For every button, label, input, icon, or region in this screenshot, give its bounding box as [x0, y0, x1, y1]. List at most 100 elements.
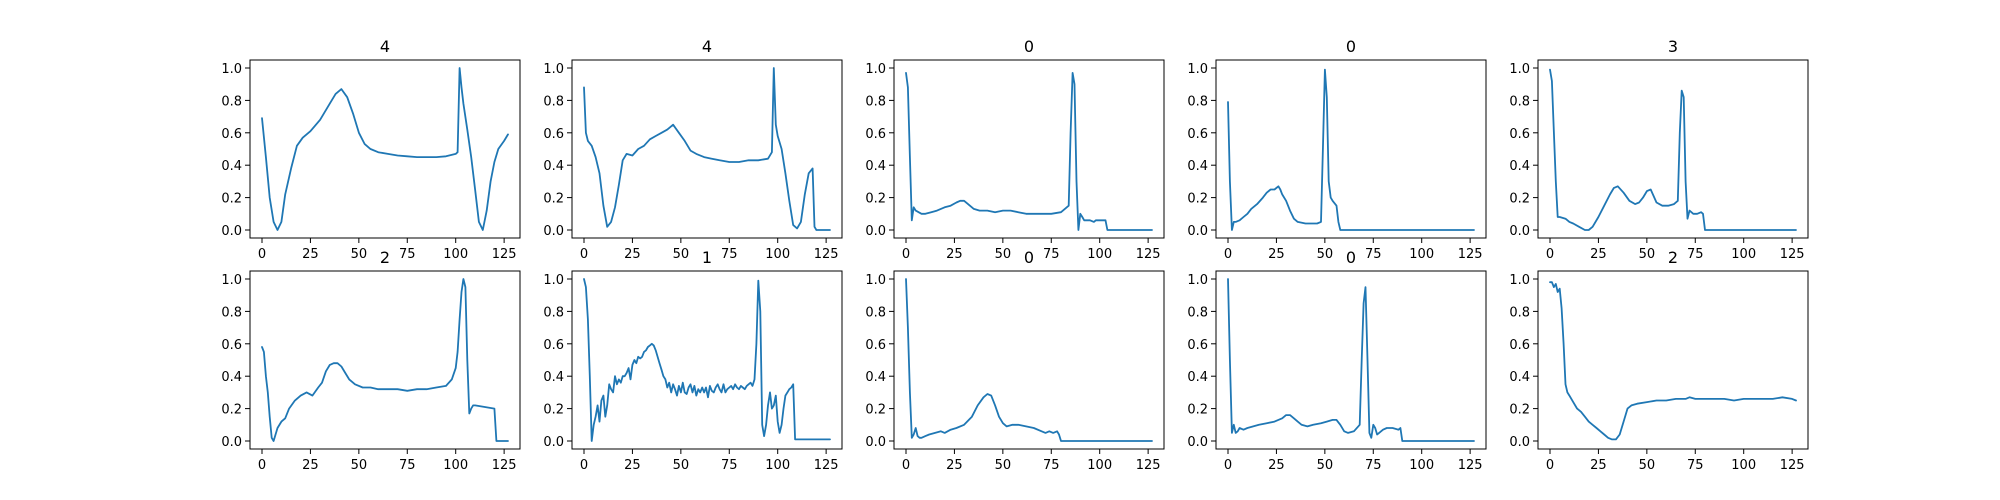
x-tick-label: 100: [443, 247, 468, 262]
y-tick-label: 0.4: [1509, 159, 1530, 174]
x-tick-label: 125: [814, 247, 839, 262]
y-tick-label: 0.0: [221, 435, 242, 450]
x-tick-label: 25: [624, 458, 641, 473]
x-tick-label: 0: [580, 247, 588, 262]
series-line: [583, 67, 831, 231]
subplot-7: 0 0.0 0.2 0.4 0.6 0.8 1.0 0 25 50 75 100 125: [865, 248, 1165, 473]
y-tick-label: 0.0: [1509, 435, 1530, 450]
y-tick-label: 0.4: [865, 159, 886, 174]
y-tick-label: 0.4: [1187, 159, 1208, 174]
y-tick-label: 0.8: [221, 94, 242, 109]
subplot-title: 0: [1024, 248, 1034, 267]
x-tick-label: 75: [1043, 247, 1060, 262]
x-tick-label: 125: [1136, 247, 1161, 262]
y-tick-label: 1.0: [221, 62, 242, 77]
series-line: [1549, 281, 1797, 441]
y-tick-label: 0.8: [543, 94, 564, 109]
y-tick-label: 0.6: [865, 127, 886, 142]
y-tick-label: 0.2: [1509, 192, 1530, 207]
y-tick-label: 0.2: [221, 403, 242, 418]
y-tick-label: 0.4: [865, 370, 886, 385]
x-tick-label: 75: [1687, 247, 1704, 262]
y-tick-label: 0.8: [1187, 305, 1208, 320]
x-tick-label: 50: [1317, 247, 1334, 262]
x-tick-label: 0: [258, 247, 266, 262]
x-tick-label: 50: [1317, 458, 1334, 473]
y-tick-label: 0.6: [543, 338, 564, 353]
y-tick-label: 0.8: [865, 94, 886, 109]
y-tick-label: 0.8: [1509, 305, 1530, 320]
y-tick-label: 0.6: [221, 127, 242, 142]
x-tick-label: 125: [814, 458, 839, 473]
x-tick-label: 75: [399, 247, 416, 262]
x-tick-label: 25: [624, 247, 641, 262]
axes-frame: [249, 270, 521, 450]
x-tick-label: 0: [1224, 458, 1232, 473]
x-tick-label: 100: [1409, 458, 1434, 473]
x-tick-label: 125: [1136, 458, 1161, 473]
y-tick-label: 0.2: [543, 403, 564, 418]
subplot-title: 4: [702, 37, 712, 56]
y-tick-label: 0.4: [543, 370, 564, 385]
x-tick-label: 0: [1546, 247, 1554, 262]
y-tick-label: 0.2: [1187, 403, 1208, 418]
x-tick-label: 25: [1268, 458, 1285, 473]
y-tick-label: 0.4: [1509, 370, 1530, 385]
x-tick-label: 125: [492, 247, 517, 262]
y-tick-label: 0.4: [1187, 370, 1208, 385]
subplot-6: 1 0.0 0.2 0.4 0.6 0.8 1.0 0 25 50 75 100 125: [543, 248, 843, 473]
x-tick-label: 50: [1639, 458, 1656, 473]
axes-frame: [893, 59, 1165, 239]
x-tick-label: 0: [580, 458, 588, 473]
y-tick-label: 0.6: [865, 338, 886, 353]
y-tick-label: 0.6: [1509, 338, 1530, 353]
y-tick-label: 0.6: [1187, 338, 1208, 353]
y-tick-label: 0.0: [543, 435, 564, 450]
y-tick-label: 0.0: [865, 435, 886, 450]
y-tick-label: 0.6: [543, 127, 564, 142]
subplot-2: 0 0.0 0.2 0.4 0.6 0.8 1.0 0 25 50 75 100 125: [865, 37, 1165, 262]
x-tick-label: 75: [399, 458, 416, 473]
x-tick-label: 50: [673, 247, 690, 262]
y-tick-label: 0.0: [221, 224, 242, 239]
series-line: [1227, 68, 1475, 231]
x-tick-label: 25: [302, 247, 319, 262]
y-tick-label: 0.2: [221, 192, 242, 207]
y-tick-label: 0.4: [221, 159, 242, 174]
y-tick-label: 1.0: [543, 273, 564, 288]
axes-frame: [571, 270, 843, 450]
axes-frame: [571, 59, 843, 239]
x-tick-label: 0: [1546, 458, 1554, 473]
y-tick-label: 0.2: [865, 403, 886, 418]
x-tick-label: 100: [1731, 247, 1756, 262]
x-tick-label: 100: [443, 458, 468, 473]
x-tick-label: 50: [1639, 247, 1656, 262]
subplot-title: 1: [702, 248, 712, 267]
x-tick-label: 50: [673, 458, 690, 473]
x-tick-label: 75: [721, 458, 738, 473]
y-tick-label: 0.0: [1187, 435, 1208, 450]
subplot-3: 0 0.0 0.2 0.4 0.6 0.8 1.0 0 25 50 75 100 125: [1187, 37, 1487, 262]
y-tick-label: 1.0: [1187, 273, 1208, 288]
x-tick-label: 25: [302, 458, 319, 473]
x-tick-label: 50: [351, 247, 368, 262]
axes-frame: [1215, 59, 1487, 239]
series-line: [905, 72, 1153, 231]
y-tick-label: 1.0: [1509, 273, 1530, 288]
x-tick-label: 100: [1731, 458, 1756, 473]
series-line: [1227, 278, 1475, 442]
subplot-title: 3: [1668, 37, 1678, 56]
y-tick-label: 0.8: [865, 305, 886, 320]
subplot-1: 4 0.0 0.2 0.4 0.6 0.8 1.0 0 25 50 75 100 125: [543, 37, 843, 262]
x-tick-label: 0: [902, 247, 910, 262]
x-tick-label: 25: [946, 458, 963, 473]
x-tick-label: 100: [1087, 458, 1112, 473]
y-tick-label: 0.2: [543, 192, 564, 207]
x-tick-label: 75: [1365, 247, 1382, 262]
subplot-0: 4 0.0 0.2 0.4 0.6 0.8 1.0 0 25 50 75 100 125: [221, 37, 521, 262]
series-line: [261, 67, 509, 231]
x-tick-label: 50: [351, 458, 368, 473]
y-tick-label: 1.0: [865, 273, 886, 288]
y-tick-label: 0.6: [1509, 127, 1530, 142]
